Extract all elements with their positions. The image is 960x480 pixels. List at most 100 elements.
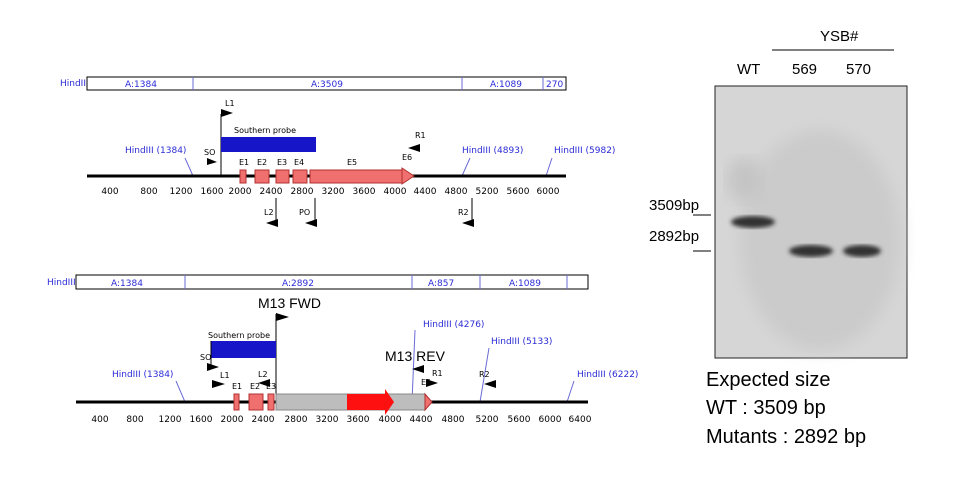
scale-ticks: 400 800 1200 1600 2000 2400 2800 3200 36… (91, 415, 591, 425)
tick-label: 5200 (476, 187, 499, 197)
primer-label-r1: R1 (432, 369, 443, 378)
site-pointer (566, 380, 575, 403)
band-wt (731, 216, 775, 228)
expected-size-notes: Expected size WT : 3509 bp Mutants : 289… (706, 369, 866, 448)
southern-probe (211, 341, 276, 358)
tick-label: 2000 (221, 415, 244, 425)
tick-label: 6000 (537, 187, 560, 197)
notes-heading: Expected size (706, 369, 831, 391)
exon-label: E4 (294, 158, 304, 167)
tick-label: 4000 (384, 187, 407, 197)
primer-label-so: SO (200, 353, 211, 362)
tick-label: 5600 (508, 415, 531, 425)
probe-label: Southern probe (234, 126, 296, 135)
tick-label: 2800 (291, 187, 314, 197)
tick-label: 2400 (252, 415, 275, 425)
tick-label: 1200 (159, 415, 182, 425)
hindiii-label: HindIII (60, 79, 89, 89)
exon-box (248, 393, 264, 411)
tick-label: 3200 (322, 187, 345, 197)
fragment-bar (86, 76, 567, 91)
primer-arrow (266, 219, 278, 227)
tick-label: 3600 (353, 187, 376, 197)
primer-arrow (207, 158, 217, 165)
lane-label-wt: WT (737, 61, 760, 78)
tick-label: 800 (126, 415, 143, 425)
fragment-label: A:2892 (282, 279, 314, 289)
lane-label-569: 569 (792, 61, 817, 78)
tick-label: 800 (140, 187, 157, 197)
exon-arrow (424, 392, 433, 412)
fragment-label: A:3509 (311, 80, 343, 90)
exon-label: E1 (239, 158, 249, 167)
hindiii-site-label: HindIII (5133) (491, 337, 552, 347)
southern-probe (221, 137, 316, 152)
primer-arrow (276, 313, 289, 321)
tick-label: 1200 (170, 187, 193, 197)
hindiii-site-label: HindIII (6222) (577, 370, 638, 380)
band-570 (843, 245, 881, 257)
exon-label: E2 (257, 158, 267, 167)
primer-label-l1: L1 (220, 371, 230, 380)
tick-label: 2000 (229, 187, 252, 197)
marker-label-3509: 3509bp (649, 197, 699, 214)
exon-label: E6 (402, 153, 412, 162)
band-569 (789, 245, 833, 257)
fragment-label: A:1089 (509, 279, 541, 289)
exon-box (239, 169, 247, 184)
site-pointer (461, 157, 471, 177)
notes-wt: WT : 3509 bp (706, 397, 826, 419)
hindiii-label: HindIII (47, 278, 76, 288)
marker-label-2892: 2892bp (649, 228, 699, 245)
tick-label: 4400 (414, 187, 437, 197)
scale-ticks: 400 800 1200 1600 2000 2400 2800 3200 36… (101, 187, 559, 197)
gel-smear (740, 130, 900, 350)
tick-label: 4400 (410, 415, 433, 425)
exon-box (292, 169, 308, 184)
exon-label: E2 (250, 382, 260, 391)
probe-label: Southern probe (208, 331, 270, 340)
tick-label: 400 (101, 187, 118, 197)
exon-label: E1 (232, 382, 242, 391)
primer-label-l2: L2 (264, 208, 274, 217)
tick-label: 6400 (569, 415, 592, 425)
primer-arrow (412, 365, 424, 373)
exon-label: E3 (277, 158, 287, 167)
lane-label-570: 570 (846, 61, 871, 78)
primer-label-r2: R2 (479, 370, 490, 379)
exon-arrow (401, 167, 415, 185)
site-pointer (545, 157, 553, 177)
tick-label: 3200 (316, 415, 339, 425)
tick-label: 5600 (507, 187, 530, 197)
exon-box (254, 169, 270, 184)
fragment-label: A:1089 (490, 80, 522, 90)
primer-arrow (484, 380, 496, 388)
site-pointer (175, 380, 186, 403)
tick-label: 4800 (442, 415, 465, 425)
tick-label: 5200 (476, 415, 499, 425)
tick-label: 3600 (347, 415, 370, 425)
map-wild-type: HindIII A:1384 A:3509 A:1089 270 L1 Sout… (60, 76, 615, 227)
tick-label: 1600 (190, 415, 213, 425)
primer-arrow (462, 219, 474, 227)
primer-arrow (221, 109, 233, 117)
site-pointer (411, 329, 416, 403)
hindiii-site-label: HindIII (1384) (112, 370, 173, 380)
exon-label: E5 (347, 158, 357, 167)
tick-label: 400 (91, 415, 108, 425)
notes-mutants: Mutants : 2892 bp (706, 426, 866, 448)
primer-label-so: SO (204, 148, 215, 157)
exon-box (233, 393, 240, 411)
primer-label-l2: L2 (258, 370, 268, 379)
m13-fwd-label: M13 FWD (258, 295, 321, 311)
primer-arrow (426, 379, 438, 387)
hindiii-site-label: HindIII (1384) (125, 146, 186, 156)
site-pointer (479, 347, 490, 403)
fragment-label: A:1384 (111, 279, 143, 289)
primer-label-r1: R1 (415, 131, 426, 140)
exon-label: E3 (266, 382, 276, 391)
site-pointer (184, 157, 194, 177)
map-mutant: HindIII A:1384 A:2892 A:857 A:1089 M13 F… (47, 274, 638, 425)
tick-label: 1600 (201, 187, 224, 197)
marker-gene-arrow (385, 389, 394, 415)
